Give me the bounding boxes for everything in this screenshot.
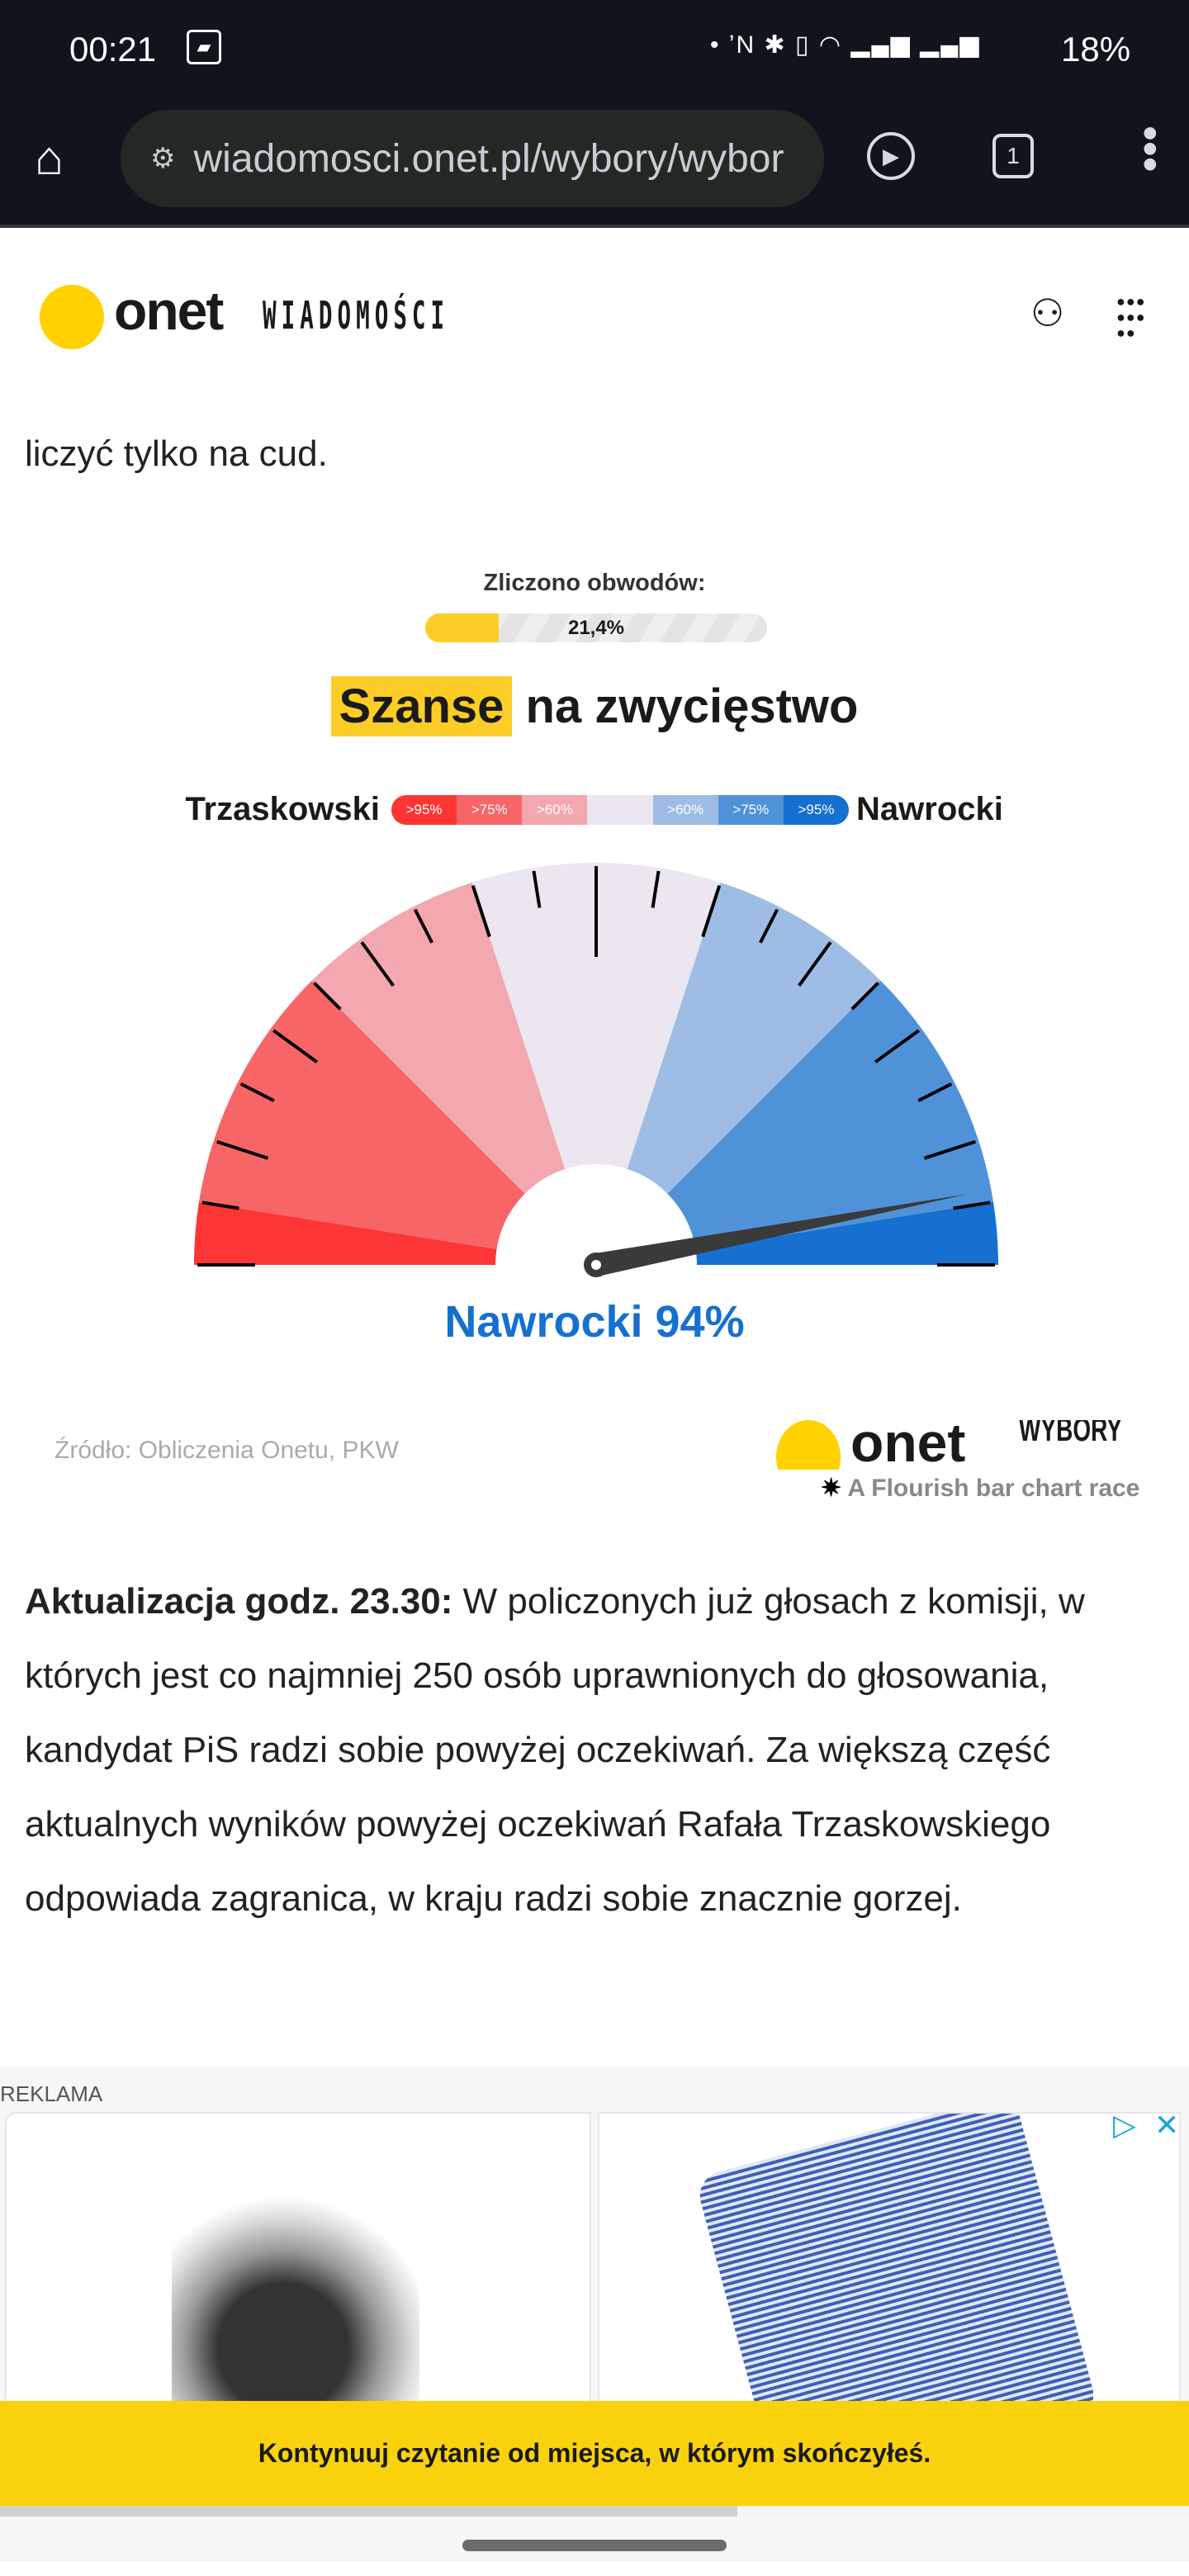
home-icon[interactable]: ⌂ xyxy=(35,131,64,185)
gauge-band xyxy=(596,882,881,1265)
apps-grid-icon[interactable]: ●●● ●●● ●● xyxy=(1116,293,1146,341)
legend-item: >95% xyxy=(783,795,849,825)
update-label: Aktualizacja godz. 23.30: xyxy=(25,1581,453,1622)
gauge-tick xyxy=(272,1029,319,1063)
gauge-tick xyxy=(239,1082,275,1102)
gauge-tick xyxy=(917,1082,953,1102)
gauge-band xyxy=(596,980,994,1265)
article-text: liczyć tylko na cud. xyxy=(25,433,328,474)
counted-value: 21,4% xyxy=(567,617,625,639)
play-icon[interactable]: ▶ xyxy=(867,132,915,180)
gauge-tick xyxy=(701,885,722,938)
status-time: 00:21 xyxy=(69,30,157,69)
onet-brand-dot xyxy=(776,1420,841,1470)
article-update-paragraph: Aktualizacja godz. 23.30: W policzonych … xyxy=(25,1565,1172,1936)
gauge-band xyxy=(311,882,596,1265)
right-candidate: Nawrocki xyxy=(856,791,1003,827)
tab-switcher-button[interactable]: 1 xyxy=(992,134,1034,178)
user-icon[interactable]: ⚇ xyxy=(1030,291,1065,334)
gauge-tick xyxy=(201,1200,239,1210)
flourish-credit[interactable]: ✷ A Flourish bar chart race xyxy=(821,1475,1139,1503)
folder-notification-icon: ▰ xyxy=(187,30,221,64)
gauge-tick xyxy=(471,885,491,938)
legend-item: >75% xyxy=(457,795,523,825)
status-icons: • ʼN ✱ ▯ ◠ ▂▄▆ ▂▄▆ xyxy=(710,33,981,58)
wybory-brand: WYBORY xyxy=(1019,1420,1122,1448)
chart-title-rest: na zwycięstwo xyxy=(525,680,859,733)
gauge-band xyxy=(198,980,596,1265)
battery-level: 18% xyxy=(1061,30,1131,69)
result-label: Nawrocki 94% xyxy=(444,1297,745,1347)
gauge-tick xyxy=(532,870,542,908)
gauge-tick xyxy=(850,982,879,1011)
address-bar[interactable]: ⚙ wiadomosci.onet.pl/wybory/wybor xyxy=(121,110,824,207)
reading-progress xyxy=(0,2506,1189,2517)
gauge-tick xyxy=(759,908,779,944)
gauge-tick xyxy=(798,941,832,987)
left-candidate: Trzaskowski xyxy=(185,791,380,827)
counted-label: Zliczono obwodów: xyxy=(483,570,706,596)
gauge-tick xyxy=(953,1200,991,1210)
home-indicator[interactable] xyxy=(462,2540,727,2551)
section-name[interactable]: WIADOMOŚCI xyxy=(263,293,450,338)
site-settings-icon[interactable]: ⚙ xyxy=(150,143,176,174)
onet-logo-dot[interactable] xyxy=(40,285,104,349)
reading-progress-fill xyxy=(0,2506,737,2517)
gauge-band xyxy=(194,1201,596,1265)
legend-item: >60% xyxy=(522,795,588,825)
gauge-tick xyxy=(313,982,342,1011)
flourish-icon: ✷ xyxy=(821,1475,842,1502)
adchoices-icon[interactable]: ▷ xyxy=(1113,2108,1136,2142)
onet-brand-logo: onet xyxy=(850,1420,966,1470)
legend: >95% >75% >60% >60% >75% >95% xyxy=(391,795,849,825)
gauge-tick xyxy=(413,908,433,944)
flourish-credit-text[interactable]: A Flourish bar chart race xyxy=(847,1475,1140,1502)
gauge-tick xyxy=(216,1139,269,1160)
continue-reading-banner[interactable]: Kontynuuj czytanie od miejsca, w którym … xyxy=(0,2401,1189,2506)
legend-item: >95% xyxy=(391,795,457,825)
legend-item: >75% xyxy=(718,795,784,825)
gauge-chart xyxy=(190,863,1002,1305)
status-bar: 00:21 ▰ • ʼN ✱ ▯ ◠ ▂▄▆ ▂▄▆ 18% xyxy=(0,0,1189,107)
source-text: Źródło: Obliczenia Onetu, PKW xyxy=(54,1437,399,1464)
update-text: W policzonych już głosach z komisji, w k… xyxy=(25,1581,1085,1919)
onet-logo[interactable]: onet xyxy=(114,280,224,341)
gauge-band xyxy=(471,863,721,1265)
chart-title-highlight: Szanse xyxy=(330,676,513,736)
browser-toolbar: ⌂ ⚙ wiadomosci.onet.pl/wybory/wybor ▶ 1 … xyxy=(0,107,1189,228)
ad-label: REKLAMA xyxy=(0,2081,103,2106)
ad-close-icon[interactable]: ✕ xyxy=(1154,2108,1180,2142)
chart-title: Szanse na zwycięstwo xyxy=(0,676,1189,736)
menu-icon[interactable]: ••• xyxy=(1125,125,1175,173)
gauge-needle-pin xyxy=(591,1260,601,1270)
chart-footer: Źródło: Obliczenia Onetu, PKW onet WYBOR… xyxy=(0,1420,1189,1470)
gauge-tick xyxy=(874,1029,920,1063)
counted-progress: 21,4% xyxy=(425,613,767,642)
gauge-tick xyxy=(923,1139,976,1160)
counted-progress-fill xyxy=(425,613,499,642)
legend-item: >60% xyxy=(652,795,718,825)
legend-item xyxy=(587,795,653,825)
url-text[interactable]: wiadomosci.onet.pl/wybory/wybor xyxy=(193,136,784,181)
gauge-tick xyxy=(360,941,395,987)
gauge-needle xyxy=(594,1194,967,1276)
gauge-tick xyxy=(651,870,661,908)
